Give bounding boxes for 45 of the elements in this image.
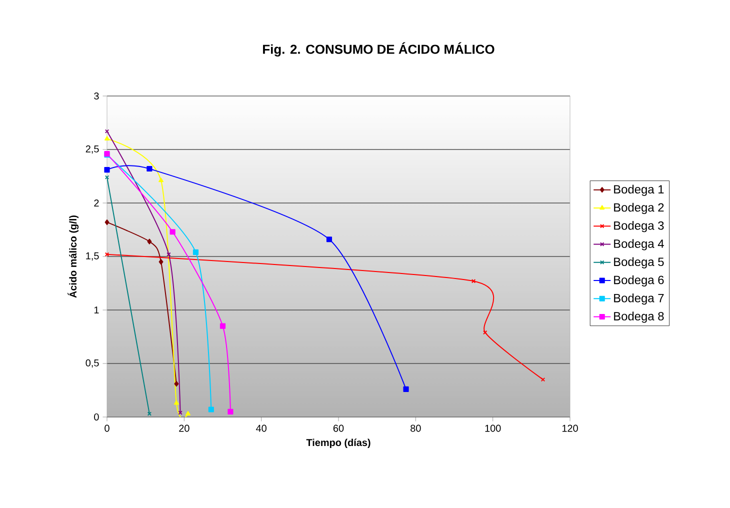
y-tick-label: 2 xyxy=(94,200,99,206)
x-tick-label: 40 xyxy=(256,424,266,432)
x-tick-label: 0 xyxy=(104,424,110,432)
point xyxy=(170,229,176,235)
legend-label: Bodega 5 xyxy=(614,257,664,268)
point xyxy=(483,330,488,335)
y-tick-label: 2,5 xyxy=(86,145,99,154)
legend-label: Bodega 8 xyxy=(614,312,664,323)
point xyxy=(166,252,171,256)
legend-label: Bodega 1 xyxy=(614,184,664,196)
x-axis-title: Tiempo (días) xyxy=(306,438,370,448)
x-tick-label: 120 xyxy=(562,424,578,432)
point xyxy=(147,238,152,244)
x-tick-label: 80 xyxy=(410,424,421,432)
y-tick-label: 0 xyxy=(94,413,99,421)
point xyxy=(228,408,234,414)
chart-title: Fig. 2. CONSUMO DE ÁCIDO MÁLICO xyxy=(263,42,494,57)
x-tick-label: 60 xyxy=(333,424,344,432)
y-tick-label: 3 xyxy=(94,92,99,100)
point xyxy=(158,259,164,265)
point xyxy=(192,249,199,256)
y-tick-label: 1 xyxy=(94,306,99,314)
point xyxy=(158,178,164,182)
point xyxy=(146,166,152,172)
point xyxy=(104,219,110,226)
x-tick-label: 20 xyxy=(179,424,190,432)
y-tick-label: 0,5 xyxy=(86,359,99,368)
point xyxy=(471,278,476,284)
point xyxy=(326,236,332,242)
legend-label: Bodega 4 xyxy=(614,239,664,250)
legend-label: Bodega 2 xyxy=(614,202,664,214)
y-axis-title: Ácido málico (g/l) xyxy=(68,215,79,298)
point xyxy=(220,323,226,329)
x-tick-label: 100 xyxy=(485,424,501,432)
legend-label: Bodega 7 xyxy=(614,294,664,305)
point xyxy=(174,381,179,387)
legend-label: Bodega 3 xyxy=(614,221,664,232)
point xyxy=(403,386,409,392)
legend-label: Bodega 6 xyxy=(614,275,664,287)
point xyxy=(174,400,179,405)
y-tick-label: 1,5 xyxy=(86,252,99,261)
point xyxy=(186,411,191,416)
point xyxy=(208,406,214,412)
point xyxy=(104,167,110,173)
point xyxy=(104,136,110,140)
